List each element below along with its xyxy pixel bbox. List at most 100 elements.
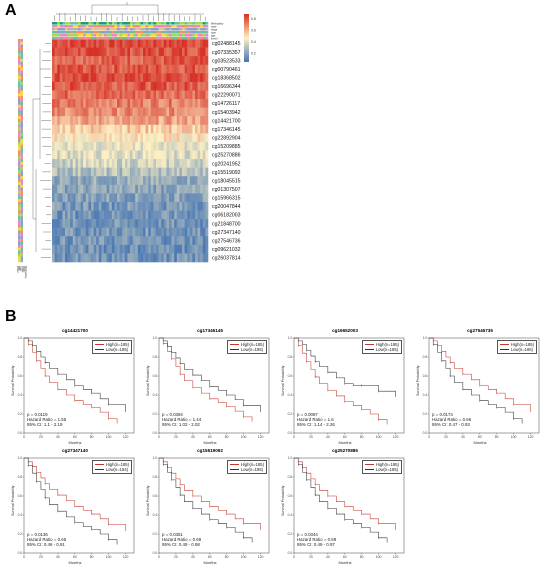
annotation-cell [80, 37, 84, 40]
heatmap-cell [54, 210, 58, 220]
heatmap-cell [192, 39, 196, 48]
heatmap-cell [166, 90, 170, 100]
heatmap-cell [148, 141, 152, 151]
annotation-cell [52, 28, 55, 31]
side-annotation-cell [20, 207, 23, 211]
annotation-cell [182, 25, 185, 28]
annotation-cell [114, 28, 118, 31]
y-tick-label: 0.2 [288, 532, 293, 536]
heatmap-cell [143, 124, 146, 134]
heatmap-cell [192, 167, 196, 177]
heatmap-cell [197, 227, 201, 237]
heatmap-cell [127, 90, 131, 100]
heatmap-cell [132, 253, 136, 263]
heatmap-cell [75, 219, 79, 228]
row-label: cg26037814 [212, 256, 241, 262]
heatmap-cell [174, 39, 178, 48]
heatmap-cell [106, 64, 110, 74]
heatmap-cell [182, 236, 185, 246]
annotation-cell [83, 25, 87, 28]
annotation-cell [72, 22, 76, 25]
side-annotation-cell [20, 81, 23, 85]
stat-ci: 95% CI: 0.47 - 0.93 [432, 422, 470, 428]
heatmap-cell [135, 99, 139, 108]
heatmap-cell [174, 64, 178, 74]
heatmap-cell [127, 201, 131, 211]
heatmap-cell [202, 90, 206, 100]
annotation-cell [98, 25, 102, 28]
heatmap-cell [161, 227, 165, 237]
heatmap-cell [187, 64, 191, 74]
heatmap-cell [101, 73, 105, 83]
heatmap-cell [148, 150, 152, 160]
heatmap-cell [132, 107, 136, 117]
heatmap-cell [54, 133, 58, 143]
heatmap-cell [114, 133, 118, 143]
heatmap-cell [111, 210, 115, 220]
heatmap-cell [156, 133, 159, 143]
heatmap-cell [184, 73, 188, 83]
heatmap-cell [205, 150, 209, 160]
heatmap-cell [104, 184, 107, 194]
annotation-cell [176, 28, 180, 31]
heatmap-cell [135, 227, 139, 237]
annotation-cell [130, 37, 133, 40]
heatmap-cell [176, 176, 180, 186]
heatmap-cell [143, 210, 146, 220]
heatmap-cell [109, 90, 113, 100]
annotation-cell [67, 37, 71, 40]
heatmap-cell [109, 167, 113, 177]
heatmap-cell [109, 244, 113, 254]
heatmap-cell [85, 73, 89, 83]
heatmap-cell [202, 201, 206, 211]
heatmap-cell [161, 90, 165, 100]
heatmap-cell [187, 39, 191, 48]
side-annotation-cell [18, 139, 21, 143]
heatmap-cell [93, 56, 97, 66]
heatmap-cell [130, 47, 133, 57]
heatmap-cell [111, 244, 115, 254]
heatmap-cell [54, 73, 58, 83]
heatmap-cell [171, 124, 175, 134]
annotation-cell [166, 31, 170, 34]
heatmap-cell [148, 99, 152, 108]
heatmap-cell [96, 124, 100, 134]
heatmap-cell [119, 244, 123, 254]
heatmap-cell [179, 47, 183, 57]
heatmap-cell [109, 193, 113, 203]
x-tick-label: 0 [428, 435, 430, 439]
heatmap-cell [78, 219, 81, 228]
heatmap-cell [200, 219, 204, 228]
heatmap-cell [197, 176, 201, 186]
side-annotation-cell [20, 241, 23, 246]
heatmap-cell [122, 167, 126, 177]
stat-hr: Hazard Ratio = 0.66 [432, 417, 472, 423]
heatmap-cell [158, 210, 162, 220]
heatmap-cell [187, 210, 191, 220]
annotation-cell [91, 22, 94, 25]
heatmap-cell [184, 116, 188, 126]
km-stats: p = 0.0394 Hazard Ratio = 1.44 95% CI: 1.0… [162, 412, 201, 428]
heatmap-cell [59, 47, 63, 57]
heatmap-cell [93, 193, 97, 203]
heatmap-cell [174, 193, 178, 203]
heatmap-cell [96, 99, 100, 108]
heatmap-cell [163, 90, 167, 100]
heatmap-cell [75, 47, 79, 57]
heatmap-cell [163, 39, 167, 48]
heatmap-cell [98, 210, 102, 220]
plot-frame [23, 457, 135, 554]
heatmap-cell [104, 159, 107, 168]
heatmap-cell [109, 39, 113, 48]
side-annotation-cell [18, 153, 21, 157]
heatmap-cell [189, 201, 193, 211]
annotation-cell [148, 22, 152, 25]
legend-swatch [499, 344, 509, 345]
heatmap-cell [145, 167, 149, 177]
annotation-cell [161, 25, 165, 28]
heatmap-cell [140, 39, 144, 48]
heatmap-cell [88, 159, 92, 168]
annotation-cell [85, 31, 89, 34]
